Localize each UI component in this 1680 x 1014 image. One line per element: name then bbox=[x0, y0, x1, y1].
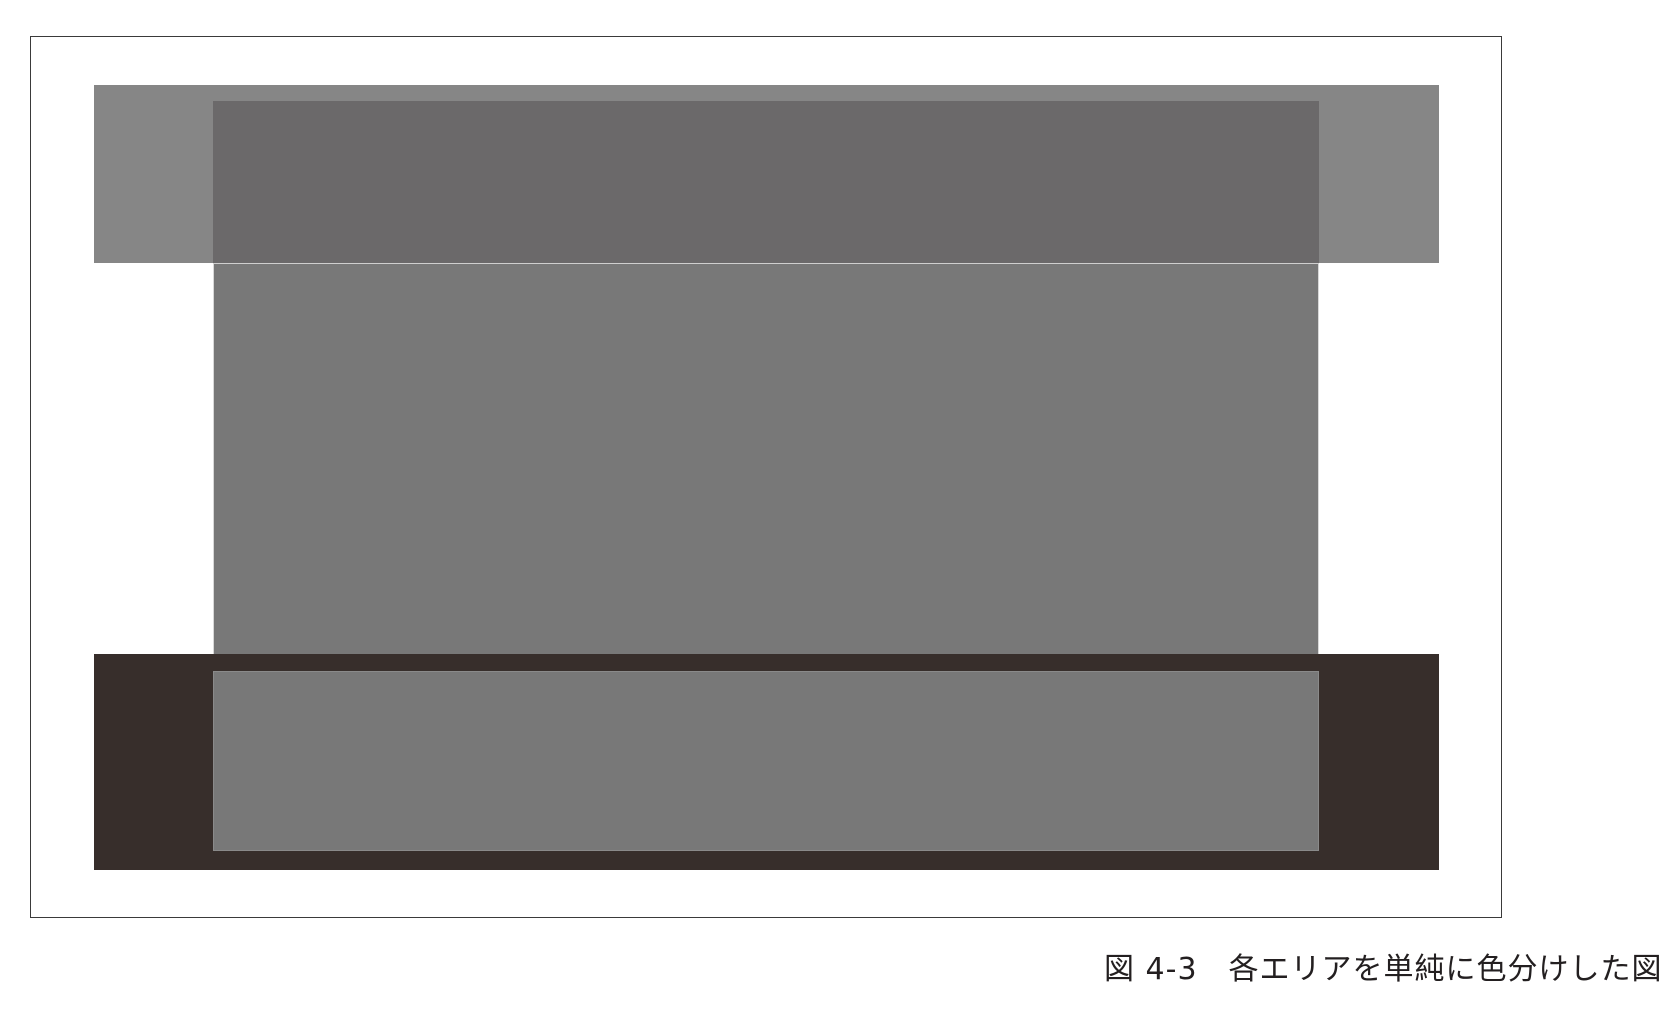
figure-caption: 図 4-3 各エリアを単純に色分けした図 bbox=[1104, 950, 1664, 990]
main-content-area bbox=[213, 263, 1319, 656]
diagram-frame bbox=[30, 36, 1502, 918]
header-content-area bbox=[213, 101, 1319, 263]
footer-content-area bbox=[213, 671, 1319, 851]
